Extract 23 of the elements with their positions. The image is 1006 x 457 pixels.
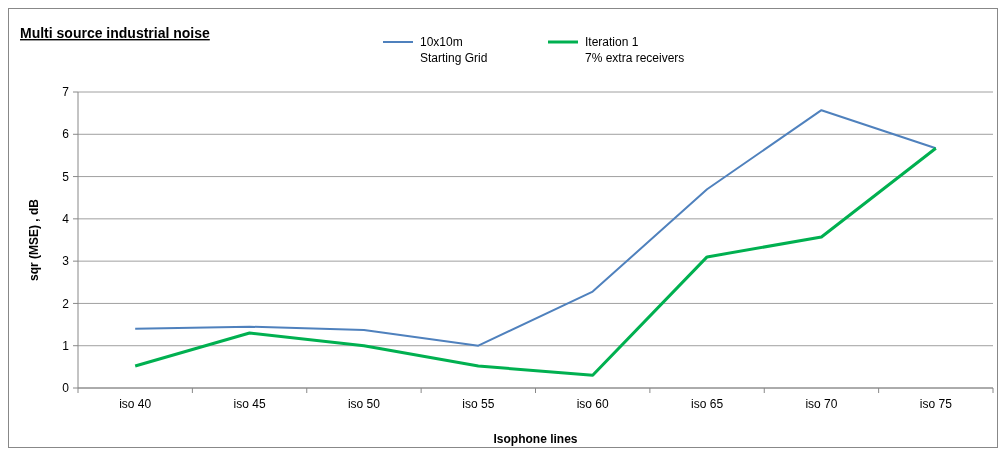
x-tick-label: iso 70 — [805, 397, 838, 411]
x-tick-label: iso 75 — [919, 397, 953, 411]
x-tick-label: iso 60 — [576, 397, 610, 411]
x-tick-label: iso 45 — [233, 397, 266, 411]
y-tick-label: 3 — [62, 254, 70, 269]
legend-label: Iteration 1 7% extra receivers — [585, 35, 685, 65]
x-tick-label: iso 65 — [691, 397, 724, 411]
y-tick-label: 2 — [62, 296, 70, 311]
y-axis-title: sqr (MSE) , dB — [27, 198, 41, 282]
y-tick-label: 0 — [62, 381, 70, 396]
y-tick-label: 4 — [62, 212, 70, 227]
x-tick-label: iso 50 — [347, 397, 381, 411]
y-tick-label: 5 — [62, 169, 70, 184]
chart-title: Multi source industrial noise — [20, 25, 211, 41]
y-tick-label: 7 — [62, 85, 70, 100]
x-tick-label: iso 40 — [119, 397, 152, 411]
line-series — [133, 146, 938, 377]
x-axis-title: Isophone lines — [493, 432, 578, 446]
x-tick-label: iso 55 — [462, 397, 495, 411]
y-tick-label: 1 — [62, 338, 70, 353]
legend-label: 10x10m Starting Grid — [420, 35, 488, 65]
y-tick-label: 6 — [62, 127, 70, 142]
line-series — [134, 109, 937, 347]
